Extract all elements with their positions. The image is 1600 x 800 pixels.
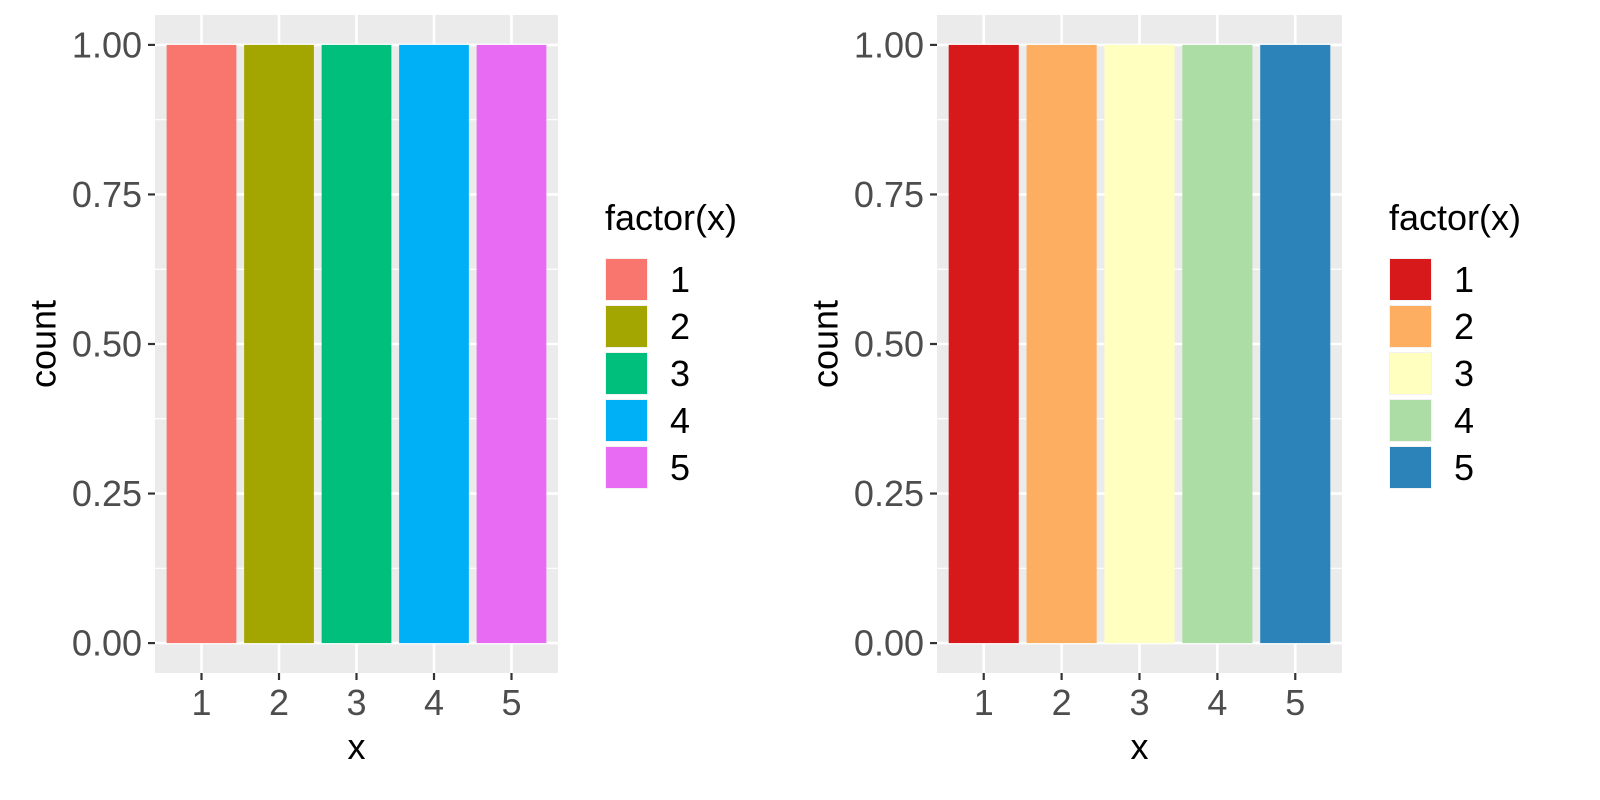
x-tick-label: 4 — [1207, 682, 1227, 723]
legend-key-5 — [1390, 447, 1431, 488]
x-tick-label: 1 — [191, 682, 211, 723]
y-tick-label: 0.00 — [72, 623, 142, 664]
y-tick-label: 0.75 — [72, 174, 142, 215]
legend-key-4 — [1390, 400, 1431, 441]
bar-5 — [1260, 44, 1331, 644]
legend-title: factor(x) — [605, 197, 737, 238]
legend-key-1 — [606, 259, 647, 300]
legend-title: factor(x) — [1389, 197, 1521, 238]
legend-label: 4 — [670, 400, 690, 441]
legend-label: 5 — [670, 447, 690, 488]
legend-key-3 — [1390, 353, 1431, 394]
y-axis-title: count — [23, 300, 64, 388]
legend-key-2 — [1390, 306, 1431, 347]
y-tick-label: 1.00 — [72, 24, 142, 65]
legend-label: 3 — [1454, 353, 1474, 394]
bar-3 — [321, 44, 392, 644]
legend-label: 1 — [670, 259, 690, 300]
y-tick-label: 0.25 — [72, 473, 142, 514]
x-tick-label: 1 — [974, 682, 994, 723]
y-tick-label: 0.00 — [854, 623, 924, 664]
y-axis-title: count — [805, 300, 846, 388]
x-tick-label: 2 — [269, 682, 289, 723]
chart-panel-1: 0.00 0.25 0.50 0.75 1.00 1 2 3 4 5 x count factor(x)… — [23, 15, 737, 767]
legend: factor(x) 1 2 3 4 5 — [1389, 197, 1521, 489]
y-tick-label: 0.50 — [72, 324, 142, 365]
legend-key-4 — [606, 400, 647, 441]
bar-2 — [244, 44, 314, 644]
legend: factor(x) 1 2 3 4 5 — [605, 197, 737, 489]
y-tick-label: 0.50 — [854, 324, 924, 365]
legend-label: 3 — [670, 353, 690, 394]
x-tick-label: 5 — [1285, 682, 1305, 723]
legend-label: 1 — [1454, 259, 1474, 300]
x-axis-title: x — [348, 726, 366, 767]
y-tick-label: 0.75 — [854, 174, 924, 215]
y-tick-label: 0.25 — [854, 473, 924, 514]
bar-1 — [948, 44, 1019, 644]
legend-key-3 — [606, 353, 647, 394]
legend-label: 2 — [1454, 306, 1474, 347]
x-tick-label: 2 — [1052, 682, 1072, 723]
x-tick-label: 5 — [501, 682, 521, 723]
x-axis-title: x — [1131, 726, 1149, 767]
chart-panel-2: 0.00 0.25 0.50 0.75 1.00 1 2 3 4 5 x count factor(x)… — [805, 15, 1521, 767]
legend-key-2 — [606, 306, 647, 347]
legend-key-1 — [1390, 259, 1431, 300]
x-tick-label: 4 — [424, 682, 444, 723]
bar-4 — [399, 44, 469, 644]
legend-label: 4 — [1454, 400, 1474, 441]
bar-5 — [476, 44, 547, 644]
legend-key-5 — [606, 447, 647, 488]
legend-label: 5 — [1454, 447, 1474, 488]
bar-2 — [1026, 44, 1097, 644]
x-tick-label: 3 — [346, 682, 366, 723]
x-tick-label: 3 — [1129, 682, 1149, 723]
bar-3 — [1104, 44, 1175, 644]
legend-label: 2 — [670, 306, 690, 347]
bar-4 — [1182, 44, 1253, 644]
bar-1 — [166, 44, 237, 644]
y-tick-label: 1.00 — [854, 24, 924, 65]
